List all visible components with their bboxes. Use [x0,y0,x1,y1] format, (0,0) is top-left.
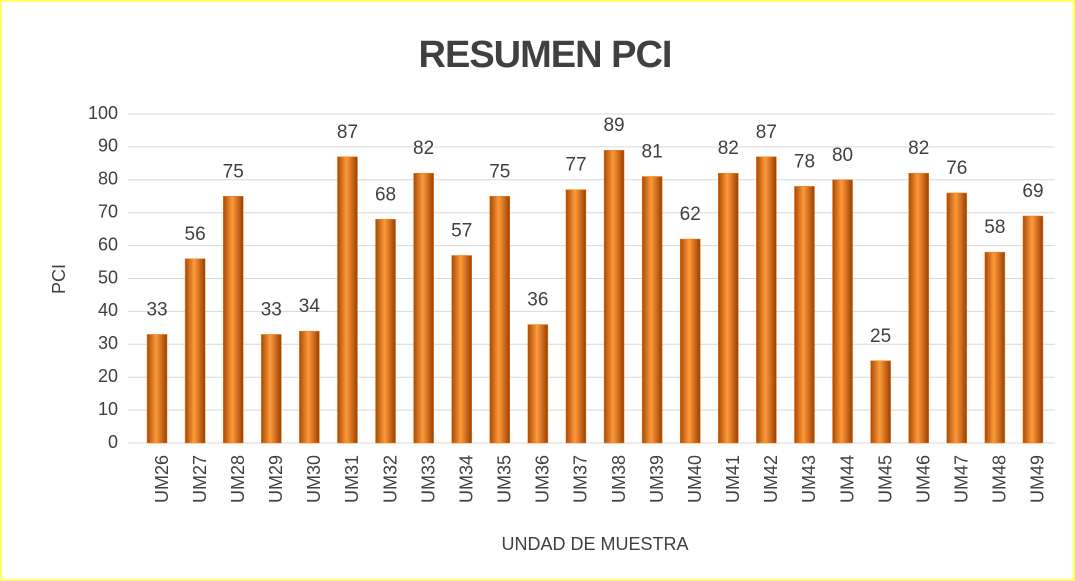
value-label: 76 [946,158,967,179]
bar [718,172,739,444]
bar [641,176,663,444]
value-label: 82 [908,138,929,159]
x-tick-label: UM40 [685,455,705,503]
bar [146,334,168,444]
bar [261,334,282,444]
bar [984,251,1006,444]
bar [603,149,625,444]
x-tick-label: UM32 [380,455,400,503]
bar [489,196,511,444]
value-label: 82 [413,138,434,159]
value-label: 87 [337,122,358,143]
x-tick-label: UM49 [1028,455,1048,503]
y-tick-label: 70 [98,201,118,221]
bar [527,324,549,444]
x-tick-label: UM29 [266,455,286,503]
bar [832,179,853,444]
x-tick-label: UM39 [647,455,667,503]
value-label: 81 [642,142,663,163]
bar [1022,215,1044,444]
x-axis-label: UNDAD DE MUESTRA [501,534,688,554]
y-tick-label: 60 [98,234,118,254]
bar [794,186,815,444]
value-label: 69 [1022,181,1043,202]
x-tick-label: UM34 [456,455,476,503]
value-label: 82 [718,138,739,159]
value-label: 34 [299,296,321,317]
y-tick-label: 0 [108,432,118,452]
bar [184,258,206,444]
bar [756,156,777,444]
x-tick-label: UM28 [228,455,248,503]
x-tick-label: UM42 [761,455,781,503]
x-tick-label: UM41 [723,455,743,503]
value-label: 68 [375,184,396,205]
value-label: 58 [984,217,1005,238]
bar [299,330,320,444]
bar [946,192,968,444]
y-tick-label: 80 [98,169,118,189]
x-tick-label: UM38 [609,455,629,503]
x-tick-label: UM33 [418,455,438,503]
y-tick-label: 50 [98,267,118,287]
bar [222,196,244,444]
bar [565,189,587,444]
x-tick-label: UM45 [875,455,895,503]
x-tick-label: UM47 [952,455,972,503]
x-tick-label: UM35 [495,455,515,503]
x-tick-label: UM43 [799,455,819,503]
value-label: 62 [680,204,701,225]
value-label: 87 [756,122,777,143]
x-tick-label: UM27 [190,455,210,503]
value-label: 75 [489,161,510,182]
y-tick-label: 30 [98,333,118,353]
value-label: 36 [527,290,548,311]
bar [908,172,929,444]
value-label: 25 [870,326,891,347]
y-tick-label: 10 [98,399,118,419]
x-tick-label: UM30 [304,455,324,503]
value-label: 75 [223,161,244,182]
x-tick-label: UM26 [152,455,172,503]
y-tick-label: 20 [98,366,118,386]
y-tick-label: 90 [98,136,118,156]
x-tick-label: UM31 [342,455,362,503]
x-tick-label: UM36 [533,455,553,503]
chart-title: RESUMEN PCI [419,34,672,76]
bar [337,156,358,444]
bar [413,172,434,444]
y-tick-label: 40 [98,300,118,320]
y-axis-label: PCI [49,264,69,294]
x-tick-label: UM37 [571,455,591,503]
value-label: 33 [261,299,282,320]
value-label: 80 [832,145,853,166]
bar [679,238,701,444]
y-tick-label: 100 [88,103,118,123]
value-label: 78 [794,151,815,172]
value-label: 33 [146,299,167,320]
value-label: 77 [565,155,586,176]
value-label: 89 [603,115,624,136]
bar [375,219,396,444]
value-label: 56 [185,224,206,245]
x-tick-label: UM44 [837,455,857,503]
x-tick-label: UM46 [913,455,933,503]
value-label: 57 [451,220,472,241]
bar [870,360,891,444]
bar [451,255,472,444]
x-tick-label: UM48 [990,455,1010,503]
